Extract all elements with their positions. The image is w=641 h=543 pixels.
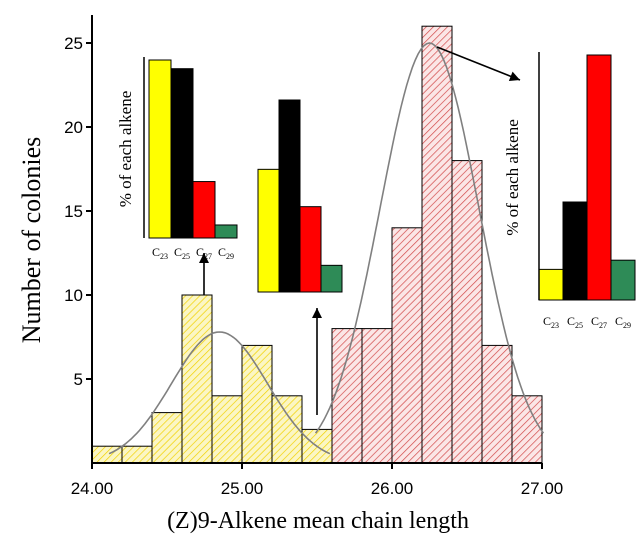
inset-arrow-head	[199, 253, 209, 263]
inset-category-label: C25	[567, 314, 583, 330]
inset-bar	[214, 224, 238, 239]
axis-ticks: 24.00 25.00 26.00 27.00 5 10 15 20 25	[64, 34, 563, 498]
inset-category-label: C25	[174, 245, 190, 261]
fit-curve	[314, 42, 545, 434]
inset-category-label: C23	[543, 314, 559, 330]
y-axis-label: Number of colonies	[17, 137, 46, 344]
inset-category-label: C27	[591, 314, 607, 330]
inset-bar	[278, 99, 301, 293]
histogram-bar	[331, 328, 363, 464]
histogram-bars	[91, 25, 543, 464]
histogram-bar	[271, 395, 303, 464]
inset-bar	[192, 181, 216, 239]
x-tick-label: 27.00	[521, 479, 564, 498]
histogram-bar	[211, 395, 243, 464]
y-tick-label: 15	[64, 202, 83, 221]
inset-category-label: C23	[152, 245, 168, 261]
histogram-bar	[451, 160, 483, 464]
inset-arrow-head	[508, 71, 520, 81]
inset-bar	[299, 206, 322, 293]
y-tick-label: 10	[64, 286, 83, 305]
inset-chart: % of each alkene C23 C25 C27 C29	[503, 52, 636, 330]
inset-bar	[148, 59, 172, 239]
inset-chart	[257, 99, 343, 293]
inset-category-label: C29	[218, 245, 234, 261]
inset-arrow-head	[312, 308, 322, 318]
y-tick-label: 20	[64, 118, 83, 137]
inset-bar	[257, 168, 280, 293]
histogram-bar	[421, 25, 453, 464]
inset-bar	[610, 259, 636, 301]
histogram-bar	[391, 227, 423, 464]
y-tick-label: 25	[64, 34, 83, 53]
y-tick-label: 5	[74, 370, 83, 389]
histogram-bar	[241, 344, 273, 464]
inset-category-label: C29	[615, 314, 631, 330]
x-tick-label: 25.00	[221, 479, 264, 498]
inset-y-label: % of each alkene	[116, 91, 135, 208]
inset-chart: % of each alkene C23 C25 C27 C29	[116, 57, 238, 261]
histogram-bar	[181, 294, 213, 464]
histogram-bar	[511, 395, 543, 464]
inset-y-label: % of each alkene	[503, 119, 522, 236]
x-tick-label: 26.00	[371, 479, 414, 498]
fit-curve	[108, 331, 331, 455]
x-tick-label: 24.00	[71, 479, 114, 498]
inset-bar	[320, 264, 343, 293]
inset-arrows	[199, 46, 521, 415]
histogram-bar	[151, 412, 183, 464]
inset-bar	[538, 268, 564, 301]
axes	[91, 15, 542, 464]
fit-curves	[108, 42, 545, 455]
histogram-bar	[481, 344, 513, 464]
inset-bar	[562, 201, 588, 301]
inset-bar	[170, 68, 194, 239]
inset-bar	[586, 54, 612, 301]
x-axis-label: (Z)9-Alkene mean chain length	[167, 508, 469, 534]
histogram-bar	[121, 445, 153, 464]
inset-arrow	[436, 46, 521, 81]
histogram-bar	[361, 328, 393, 464]
inset-category-label: C27	[196, 245, 212, 261]
